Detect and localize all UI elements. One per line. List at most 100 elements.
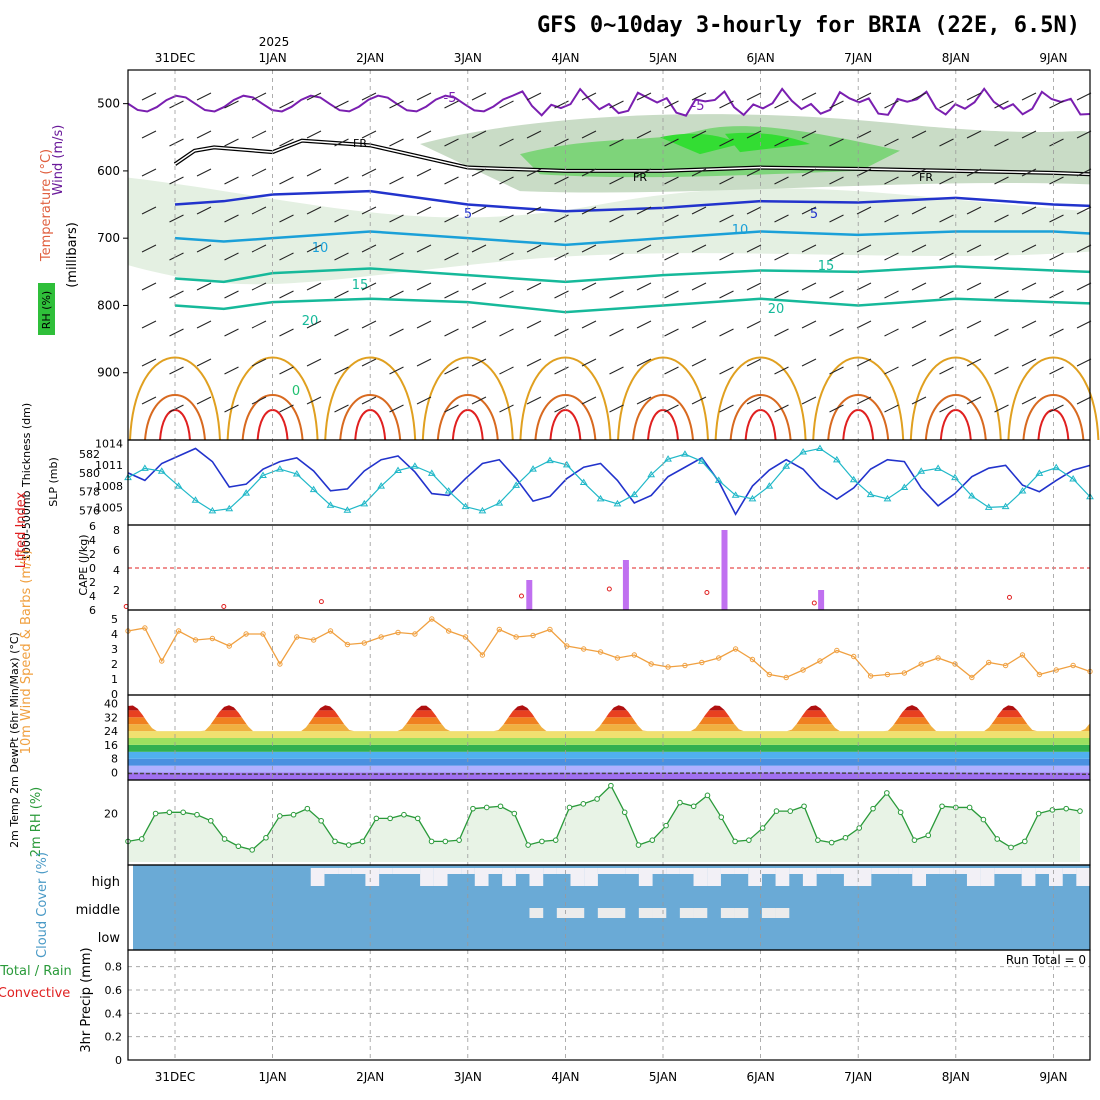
wind-barb <box>444 328 459 337</box>
wind-barb <box>1076 396 1092 405</box>
temp-band <box>128 738 1090 745</box>
wind-barb <box>801 282 817 291</box>
wind10m-point <box>395 629 401 636</box>
wind-barb <box>774 290 789 299</box>
cloud-high-gap <box>1076 868 1091 886</box>
rh2m-point <box>787 808 794 814</box>
temp-band <box>128 772 1090 780</box>
wind10m-point <box>175 628 182 634</box>
wind10m-point <box>597 649 604 655</box>
wind-barb <box>1076 358 1092 367</box>
wind-barb <box>499 290 514 299</box>
wind-barb <box>636 92 652 101</box>
rh2m-point <box>718 814 725 820</box>
wind-barb <box>884 366 899 375</box>
wind10m-point <box>344 641 351 648</box>
dewpoint-line <box>127 772 1091 776</box>
wind10m-point <box>935 655 941 661</box>
wind-barb <box>1021 130 1037 139</box>
wind-barb <box>141 244 157 253</box>
wind-barb <box>856 358 872 367</box>
run-total-label: Run Total = 0 <box>1006 953 1086 967</box>
slp-marker <box>411 462 419 469</box>
cape-bar <box>526 580 533 610</box>
wind10m-point <box>732 646 739 652</box>
cloud-high-gap <box>775 868 790 886</box>
cloud-mid-gap <box>761 908 776 918</box>
rh2m-point <box>663 822 669 829</box>
rh2m-point <box>235 843 242 850</box>
temp-band <box>128 731 1090 738</box>
wind10m-point <box>918 661 924 667</box>
wind-barb <box>719 214 734 223</box>
rh2m-point <box>732 838 738 845</box>
cloud-high-gap <box>611 868 626 874</box>
rh2m-point <box>401 811 407 818</box>
contour-minus5 <box>127 87 1091 117</box>
slp-marker <box>326 501 335 508</box>
wind-barb <box>416 92 432 101</box>
wind10m-point <box>648 661 654 667</box>
contour-hot <box>339 394 402 441</box>
wind-barb <box>581 168 597 177</box>
cloud-high-gap <box>748 868 762 886</box>
wind-barb <box>884 252 899 261</box>
cape-tick: 2 <box>113 584 120 597</box>
cloud-high-gap <box>1062 868 1077 874</box>
slp-marker <box>343 506 352 513</box>
cape-bar <box>818 590 825 610</box>
slp-marker <box>242 489 251 496</box>
wind-barb <box>526 244 542 253</box>
wind-barb <box>279 176 294 185</box>
slp-marker <box>951 473 959 481</box>
temp-band <box>128 758 1090 766</box>
wind-barb <box>691 92 707 101</box>
contour-warm <box>519 356 612 441</box>
wind-barb <box>1021 168 1037 177</box>
rh2m-point <box>456 837 462 843</box>
contour-hottest <box>159 409 191 441</box>
cloud-high-gap <box>994 868 1009 874</box>
rh2m-point <box>925 832 932 839</box>
wind-barb <box>829 138 844 147</box>
wind-barb <box>1049 366 1064 375</box>
contour-hot <box>1022 394 1085 441</box>
slp-marker <box>714 476 723 483</box>
wind-barb <box>416 396 432 405</box>
rh2m-point <box>263 834 269 841</box>
slp-marker <box>512 481 521 488</box>
rh2m-point <box>304 805 311 812</box>
wind-barb <box>884 138 899 147</box>
ylabel-precip: 3hr Precip (mm) <box>79 947 94 1052</box>
wind-barb <box>169 290 184 299</box>
wind-barb <box>361 282 377 291</box>
wind-barb <box>636 282 652 291</box>
slp-marker <box>140 464 149 471</box>
contour-label-0: 0 <box>292 384 300 399</box>
wind-barb <box>774 404 789 413</box>
rh2m-point <box>911 837 918 843</box>
wind-barb <box>581 244 597 253</box>
wind-barb <box>279 328 294 337</box>
wind-barb <box>609 138 624 147</box>
wind-barb <box>884 290 899 299</box>
thickness-tick: 576 <box>79 504 100 517</box>
wind-barb <box>1049 290 1064 299</box>
wind10m-point <box>783 674 789 681</box>
slp-marker <box>394 466 402 473</box>
precip-tick: 0.6 <box>105 984 123 997</box>
rh2m-point <box>815 837 821 843</box>
wind10m-point <box>462 634 469 640</box>
wind-barb <box>471 244 487 253</box>
rh2m-point <box>221 836 228 842</box>
wind-barb <box>636 396 652 405</box>
wind-barb <box>966 396 982 405</box>
wind-barb <box>224 404 239 413</box>
cloud-high-gap <box>707 868 721 886</box>
wind-barb <box>526 92 542 101</box>
contour-warm <box>812 356 905 441</box>
wind-barb <box>746 168 762 177</box>
wind-barb <box>1049 404 1064 413</box>
wind-barb <box>1021 206 1037 215</box>
wind-barb <box>334 252 349 261</box>
